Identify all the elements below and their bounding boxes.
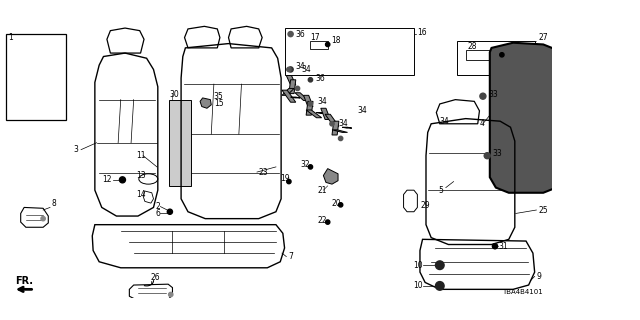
- Polygon shape: [306, 101, 313, 115]
- Circle shape: [168, 292, 173, 297]
- Circle shape: [339, 203, 343, 207]
- Text: 7: 7: [288, 252, 293, 261]
- Polygon shape: [490, 43, 561, 193]
- Text: 2: 2: [156, 202, 161, 211]
- Circle shape: [308, 78, 312, 82]
- Text: 20: 20: [332, 199, 342, 208]
- Polygon shape: [323, 169, 338, 184]
- Text: 11: 11: [136, 151, 146, 160]
- Text: 26: 26: [151, 273, 161, 282]
- Text: 31: 31: [499, 242, 508, 251]
- Circle shape: [288, 31, 293, 37]
- Bar: [169, 100, 191, 186]
- Circle shape: [339, 136, 343, 140]
- Polygon shape: [291, 97, 300, 98]
- Polygon shape: [306, 110, 322, 118]
- Polygon shape: [289, 80, 296, 94]
- Text: 33: 33: [492, 149, 502, 158]
- Text: 28: 28: [467, 42, 477, 51]
- Polygon shape: [282, 90, 296, 102]
- Text: 13: 13: [136, 171, 146, 180]
- Text: 8: 8: [52, 199, 56, 208]
- Circle shape: [308, 102, 312, 106]
- Text: 14: 14: [136, 190, 146, 199]
- Polygon shape: [342, 127, 352, 128]
- Polygon shape: [332, 121, 339, 135]
- Text: 10: 10: [413, 261, 422, 270]
- Bar: [457, 41, 534, 76]
- Text: 12: 12: [102, 175, 112, 184]
- Bar: [285, 28, 414, 76]
- Text: 27: 27: [539, 33, 548, 42]
- Text: 33: 33: [488, 90, 498, 99]
- Text: 15: 15: [214, 100, 223, 108]
- Text: 34: 34: [317, 97, 327, 106]
- Text: 34: 34: [296, 62, 305, 71]
- Text: 29: 29: [421, 201, 431, 210]
- Text: 36: 36: [296, 29, 305, 39]
- Circle shape: [330, 122, 334, 126]
- Polygon shape: [295, 93, 308, 100]
- Bar: [6, 34, 67, 120]
- Circle shape: [326, 42, 330, 47]
- Text: 4: 4: [479, 119, 484, 128]
- Circle shape: [287, 180, 291, 184]
- Polygon shape: [568, 63, 638, 236]
- Text: 3: 3: [74, 145, 78, 154]
- Text: 16: 16: [417, 28, 427, 37]
- Text: 36: 36: [316, 74, 325, 83]
- Text: 30: 30: [169, 90, 179, 99]
- Circle shape: [167, 209, 172, 214]
- Text: 21: 21: [317, 186, 327, 195]
- Polygon shape: [200, 98, 211, 108]
- Circle shape: [484, 153, 490, 159]
- Text: 34: 34: [302, 65, 312, 74]
- Circle shape: [492, 244, 497, 249]
- Text: 17: 17: [310, 33, 320, 42]
- Text: 6: 6: [156, 209, 161, 218]
- Text: 1: 1: [8, 33, 13, 42]
- Text: 34: 34: [358, 106, 367, 115]
- Text: 18: 18: [506, 48, 515, 57]
- Circle shape: [326, 220, 330, 224]
- Text: 9: 9: [536, 272, 541, 281]
- Circle shape: [480, 93, 486, 99]
- Polygon shape: [303, 95, 313, 107]
- Polygon shape: [321, 108, 330, 119]
- Circle shape: [435, 261, 444, 269]
- Bar: [310, 41, 328, 49]
- Circle shape: [435, 282, 444, 290]
- Text: 32: 32: [300, 160, 310, 169]
- Text: 35: 35: [214, 92, 223, 101]
- Circle shape: [308, 165, 312, 169]
- Text: TBA4B4101: TBA4B4101: [502, 289, 543, 294]
- Polygon shape: [332, 130, 348, 132]
- Circle shape: [288, 67, 293, 72]
- Bar: [466, 50, 500, 60]
- Circle shape: [295, 86, 300, 91]
- Text: 5: 5: [438, 186, 443, 195]
- Circle shape: [120, 177, 125, 183]
- Polygon shape: [286, 76, 296, 85]
- Text: 25: 25: [539, 205, 548, 214]
- Text: 19: 19: [280, 174, 290, 183]
- Circle shape: [500, 52, 504, 57]
- Circle shape: [287, 67, 291, 72]
- Text: 34: 34: [440, 117, 449, 126]
- Text: 18: 18: [331, 36, 340, 45]
- Text: FR.: FR.: [15, 276, 33, 286]
- Polygon shape: [325, 114, 339, 126]
- Text: 34: 34: [339, 119, 349, 128]
- Text: 23: 23: [259, 168, 268, 177]
- Text: 22: 22: [317, 216, 327, 225]
- Circle shape: [41, 217, 45, 221]
- Text: 10: 10: [413, 281, 422, 291]
- Polygon shape: [282, 88, 294, 95]
